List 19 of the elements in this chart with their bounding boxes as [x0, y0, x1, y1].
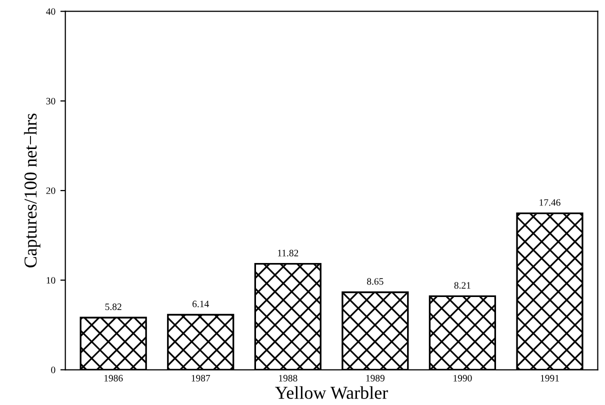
y-axis-title: Captures/100 net−hrs	[24, 114, 40, 268]
x-tick-label: 1991	[540, 374, 559, 382]
data-label: 17.46	[540, 199, 560, 206]
x-tick-label: 1990	[454, 374, 472, 382]
data-label: 8.21	[454, 282, 470, 289]
x-tick-label: 1988	[279, 374, 298, 382]
y-tick-label: 20	[46, 187, 56, 194]
data-label: 8.65	[367, 278, 384, 285]
y-tick-label: 0	[51, 366, 56, 374]
data-label: 11.82	[278, 250, 298, 256]
x-tick-label: 1989	[366, 374, 385, 382]
data-label: 5.82	[105, 304, 122, 310]
y-tick-label: 40	[46, 8, 56, 15]
x-axis-title: Yellow Warbler	[275, 386, 388, 400]
x-tick-label: 1987	[192, 374, 210, 382]
y-tick-label: 10	[46, 277, 56, 284]
data-label: 6.14	[192, 300, 209, 308]
x-tick-label: 1986	[104, 374, 123, 382]
y-tick-label: 30	[46, 98, 56, 104]
